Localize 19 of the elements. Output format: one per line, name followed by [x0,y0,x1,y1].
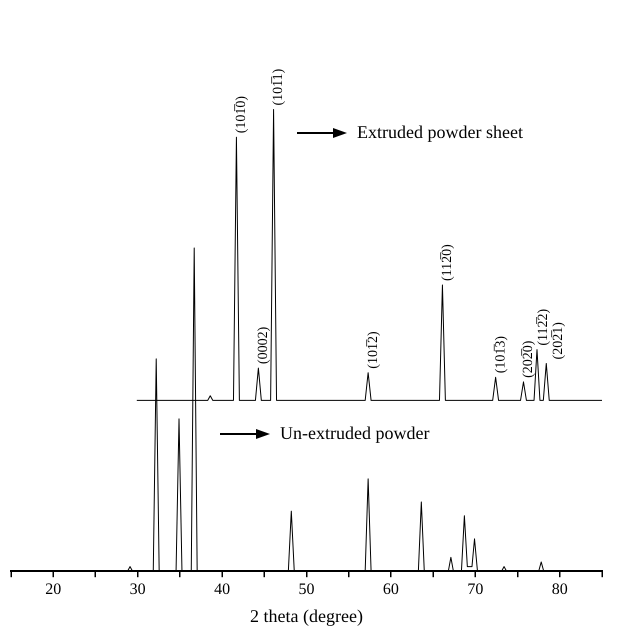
annotation: (202̅0) [521,340,536,378]
annotation: (112̅0) [440,244,456,281]
annotation: (101̅1) [271,68,286,106]
annotation: (0002) [256,326,272,364]
x-axis-title: 2 theta (degree) [250,606,363,626]
annotation: (101̅0) [234,96,250,134]
x-tick-label: 50 [298,581,314,598]
x-tick-label: 20 [45,581,62,598]
x-tick-label: 30 [130,581,146,598]
x-tick-label: 70 [467,581,484,598]
x-tick-label: 60 [382,581,399,598]
legend-label: Extruded powder sheet [357,122,523,143]
legend-label: Un-extruded powder [280,423,430,444]
x-tick-label: 80 [552,581,568,598]
annotation: (101̅2) [366,331,381,369]
annotation: (112̅2) [536,308,552,346]
annotation: (202̅1) [551,322,566,360]
annotation: (101̅3) [493,336,508,374]
x-tick-label: 40 [214,581,230,598]
